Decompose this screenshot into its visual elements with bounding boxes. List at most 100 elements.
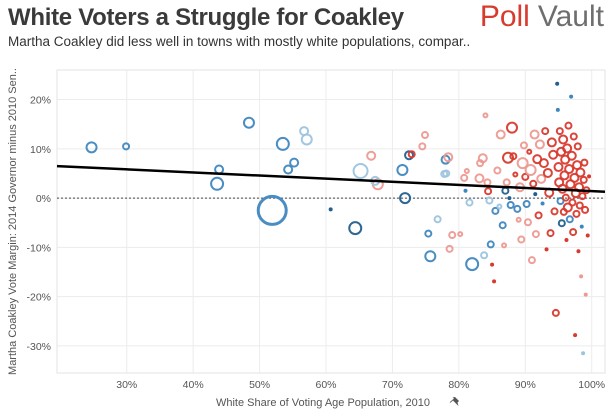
data-point[interactable] xyxy=(526,148,533,155)
data-point[interactable] xyxy=(496,203,503,210)
data-point[interactable] xyxy=(445,244,454,253)
data-point[interactable] xyxy=(531,230,540,239)
data-point[interactable] xyxy=(480,251,489,260)
data-point[interactable] xyxy=(507,196,512,201)
data-point[interactable] xyxy=(573,142,582,151)
data-point[interactable] xyxy=(538,158,549,169)
data-point[interactable] xyxy=(498,221,507,230)
data-point[interactable] xyxy=(515,216,522,223)
data-point[interactable] xyxy=(527,256,536,265)
data-point[interactable] xyxy=(555,127,564,136)
data-point[interactable] xyxy=(407,150,416,159)
data-point[interactable] xyxy=(396,164,409,177)
data-point[interactable] xyxy=(440,154,451,165)
data-point[interactable] xyxy=(513,204,522,213)
data-point[interactable] xyxy=(242,116,255,129)
data-point[interactable] xyxy=(561,193,570,202)
data-point[interactable] xyxy=(210,176,225,191)
data-point[interactable] xyxy=(512,171,519,178)
data-point[interactable] xyxy=(573,333,578,338)
data-point[interactable] xyxy=(569,228,578,237)
data-point[interactable] xyxy=(566,150,577,161)
data-point[interactable] xyxy=(483,178,492,187)
data-point[interactable] xyxy=(482,112,489,119)
data-point[interactable] xyxy=(502,178,511,187)
data-point[interactable] xyxy=(583,292,588,297)
data-point[interactable] xyxy=(283,164,294,175)
data-point[interactable] xyxy=(564,164,575,175)
data-point[interactable] xyxy=(484,187,493,196)
data-point[interactable] xyxy=(557,219,566,228)
data-point[interactable] xyxy=(581,205,590,214)
data-point[interactable] xyxy=(523,218,532,227)
data-point[interactable] xyxy=(477,153,488,164)
data-point[interactable] xyxy=(562,202,573,213)
data-point[interactable] xyxy=(559,170,570,181)
data-point[interactable] xyxy=(568,198,577,207)
data-point[interactable] xyxy=(495,129,506,140)
data-point[interactable] xyxy=(564,121,573,130)
data-point[interactable] xyxy=(575,167,586,178)
data-point[interactable] xyxy=(463,168,470,174)
data-point[interactable] xyxy=(579,274,584,279)
data-point[interactable] xyxy=(521,172,530,181)
data-point[interactable] xyxy=(275,136,290,151)
data-point[interactable] xyxy=(541,127,550,136)
data-point[interactable] xyxy=(517,235,526,244)
data-point[interactable] xyxy=(534,211,543,220)
data-point[interactable] xyxy=(463,188,468,193)
data-point[interactable] xyxy=(546,137,557,148)
data-point[interactable] xyxy=(122,142,131,151)
data-point[interactable] xyxy=(564,237,569,242)
data-point[interactable] xyxy=(587,174,592,179)
data-point[interactable] xyxy=(85,141,98,154)
data-point[interactable] xyxy=(491,206,500,215)
data-point[interactable] xyxy=(443,152,454,163)
data-point[interactable] xyxy=(516,157,529,170)
data-point[interactable] xyxy=(534,139,545,150)
data-point[interactable] xyxy=(492,279,497,284)
data-point[interactable] xyxy=(555,81,560,86)
data-point[interactable] xyxy=(404,150,415,161)
data-point[interactable] xyxy=(256,194,288,226)
data-point[interactable] xyxy=(579,224,584,229)
data-points[interactable] xyxy=(85,81,592,356)
data-point[interactable] xyxy=(572,209,581,218)
data-point[interactable] xyxy=(575,201,584,210)
data-point[interactable] xyxy=(420,131,429,140)
data-point[interactable] xyxy=(529,179,538,188)
data-point[interactable] xyxy=(578,192,587,201)
data-point[interactable] xyxy=(448,231,457,240)
data-point[interactable] xyxy=(556,197,565,206)
data-point[interactable] xyxy=(465,198,474,207)
data-point[interactable] xyxy=(490,262,495,267)
data-point[interactable] xyxy=(551,308,560,317)
data-point[interactable] xyxy=(524,164,537,177)
data-point[interactable] xyxy=(474,173,485,184)
data-point[interactable] xyxy=(502,151,515,164)
data-point[interactable] xyxy=(519,141,528,150)
pollvault-logo[interactable]: Poll Vault xyxy=(480,0,604,34)
data-point[interactable] xyxy=(569,94,574,99)
data-point[interactable] xyxy=(352,163,369,179)
data-point[interactable] xyxy=(424,250,437,263)
data-point[interactable] xyxy=(536,173,547,184)
data-point[interactable] xyxy=(418,142,427,151)
data-point[interactable] xyxy=(555,107,560,112)
data-point[interactable] xyxy=(550,207,559,216)
data-point[interactable] xyxy=(289,157,300,168)
data-point[interactable] xyxy=(522,200,531,209)
data-point[interactable] xyxy=(457,231,464,238)
pin-icon[interactable] xyxy=(449,397,460,406)
data-point[interactable] xyxy=(569,132,578,141)
data-point[interactable] xyxy=(493,166,502,175)
data-point[interactable] xyxy=(465,257,480,272)
data-point[interactable] xyxy=(581,351,586,356)
data-point[interactable] xyxy=(540,201,545,206)
data-point[interactable] xyxy=(533,192,538,197)
data-point[interactable] xyxy=(509,152,518,161)
data-point[interactable] xyxy=(300,133,313,146)
data-point[interactable] xyxy=(585,233,590,238)
data-point[interactable] xyxy=(433,215,442,224)
data-point[interactable] xyxy=(558,134,569,145)
